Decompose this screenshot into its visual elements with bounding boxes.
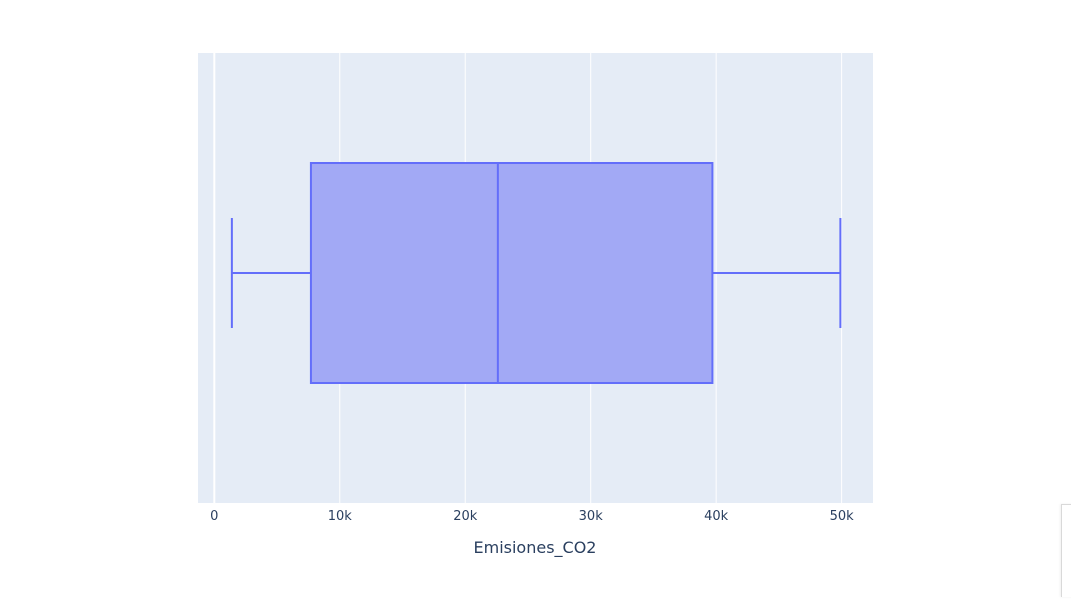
box-series bbox=[230, 162, 842, 385]
x-tick-label: 20k bbox=[453, 509, 478, 524]
x-tick-label: 30k bbox=[579, 509, 604, 524]
iqr-box bbox=[309, 162, 714, 385]
x-axis-title: Emisiones_CO2 bbox=[474, 538, 597, 558]
x-tick-label: 40k bbox=[704, 509, 729, 524]
x-axis-ticks: 0 10k 20k 30k 40k 50k bbox=[210, 509, 854, 524]
x-tick-label: 10k bbox=[328, 509, 353, 524]
modebar-edge bbox=[1061, 504, 1071, 597]
x-tick-label: 0 bbox=[210, 509, 218, 524]
x-tick-label: 50k bbox=[830, 509, 855, 524]
